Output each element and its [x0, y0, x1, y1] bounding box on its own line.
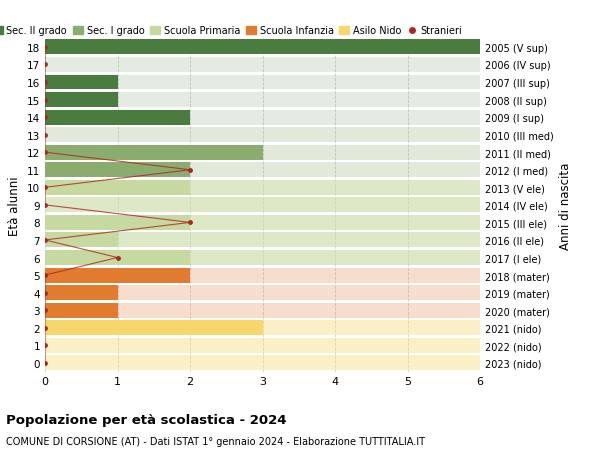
Bar: [45, 268, 480, 283]
Bar: [45, 233, 118, 248]
Legend: Sec. II grado, Sec. I grado, Scuola Primaria, Scuola Infanzia, Asilo Nido, Stran: Sec. II grado, Sec. I grado, Scuola Prim…: [0, 22, 466, 40]
Bar: [45, 251, 480, 265]
Bar: [45, 93, 480, 108]
Bar: [45, 163, 480, 178]
Bar: [45, 285, 480, 301]
Bar: [45, 303, 118, 318]
Bar: [45, 338, 480, 353]
Bar: [45, 58, 480, 73]
Text: Popolazione per età scolastica - 2024: Popolazione per età scolastica - 2024: [6, 413, 287, 426]
Bar: [45, 146, 480, 160]
Bar: [45, 128, 480, 143]
Text: COMUNE DI CORSIONE (AT) - Dati ISTAT 1° gennaio 2024 - Elaborazione TUTTITALIA.I: COMUNE DI CORSIONE (AT) - Dati ISTAT 1° …: [6, 436, 425, 446]
Bar: [45, 110, 480, 125]
Bar: [45, 110, 190, 125]
Bar: [45, 356, 480, 370]
Y-axis label: Anni di nascita: Anni di nascita: [559, 162, 572, 249]
Bar: [45, 40, 480, 55]
Bar: [45, 163, 190, 178]
Bar: [45, 268, 190, 283]
Bar: [45, 180, 190, 196]
Bar: [45, 320, 263, 336]
Bar: [45, 285, 118, 301]
Bar: [45, 146, 263, 160]
Bar: [45, 75, 118, 90]
Bar: [45, 320, 480, 336]
Y-axis label: Età alunni: Età alunni: [8, 176, 22, 235]
Bar: [45, 198, 480, 213]
Bar: [45, 303, 480, 318]
Bar: [45, 93, 118, 108]
Bar: [45, 233, 480, 248]
Bar: [45, 75, 480, 90]
Bar: [45, 180, 480, 196]
Bar: [45, 40, 480, 55]
Bar: [45, 251, 190, 265]
Bar: [45, 215, 190, 230]
Bar: [45, 215, 480, 230]
